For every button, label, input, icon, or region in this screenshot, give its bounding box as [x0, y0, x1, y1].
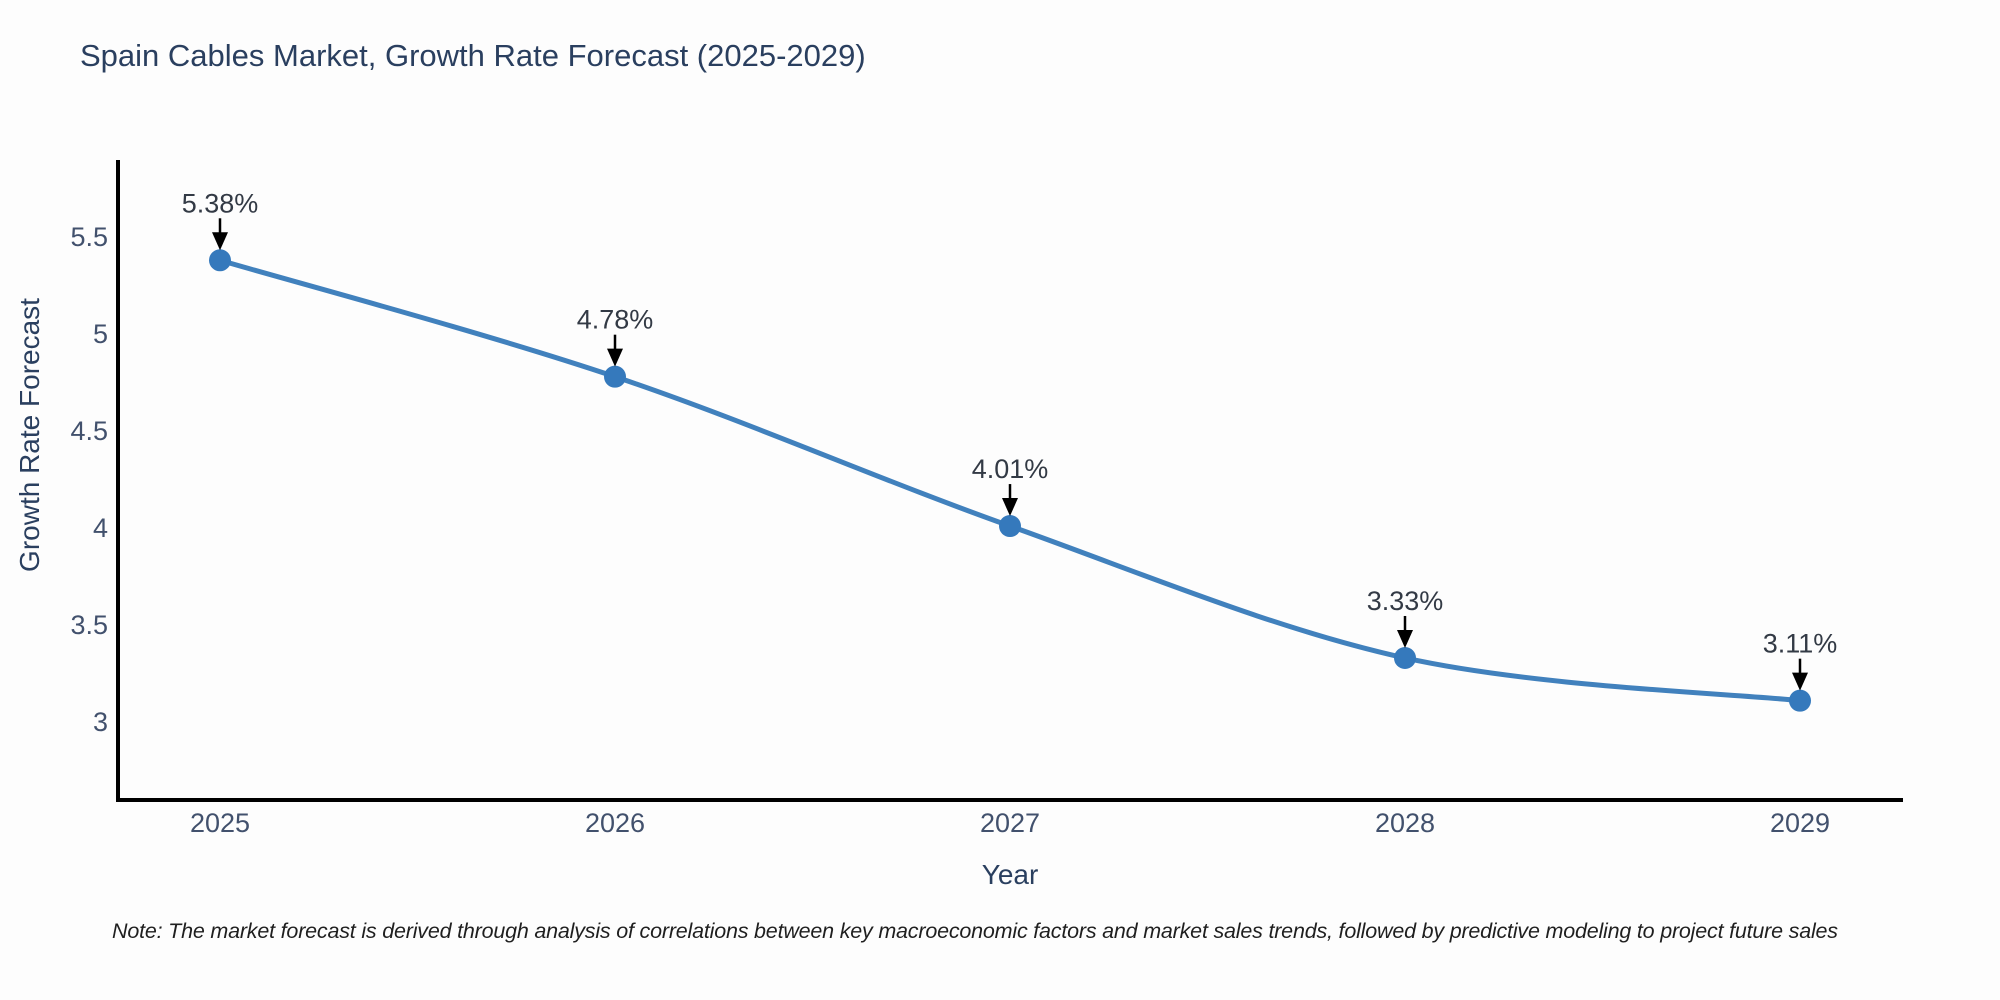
y-tick-label: 5: [93, 319, 108, 349]
point-annotation-label: 3.33%: [1367, 586, 1444, 616]
footnote: Note: The market forecast is derived thr…: [112, 919, 1838, 943]
x-tick-label: 2028: [1375, 808, 1435, 838]
y-tick-label: 4.5: [70, 416, 108, 446]
annotation-arrowhead-icon: [1397, 629, 1413, 648]
annotation-arrowhead-icon: [212, 232, 228, 251]
x-tick-label: 2027: [980, 808, 1040, 838]
y-tick-label: 5.5: [70, 222, 108, 252]
data-point-2028: [1394, 646, 1416, 669]
x-tick-label: 2025: [190, 808, 250, 838]
y-tick-label: 3.5: [70, 610, 108, 640]
annotation-arrowhead-icon: [1792, 672, 1808, 691]
data-point-2027: [999, 515, 1021, 538]
annotation-arrowhead-icon: [607, 348, 623, 367]
point-annotation-label: 4.78%: [577, 305, 654, 335]
y-tick-label: 4: [93, 513, 108, 543]
point-annotation-label: 4.01%: [972, 454, 1049, 484]
x-axis-title: Year: [981, 859, 1039, 890]
x-tick-label: 2029: [1770, 808, 1830, 838]
x-tick-label: 2026: [585, 808, 645, 838]
point-annotation-label: 5.38%: [182, 188, 259, 218]
data-point-2025: [209, 249, 231, 272]
annotation-arrowhead-icon: [1002, 498, 1018, 517]
data-point-2026: [604, 365, 626, 388]
point-annotation-label: 3.11%: [1763, 629, 1838, 659]
chart-title: Spain Cables Market, Growth Rate Forecas…: [80, 38, 866, 73]
y-tick-label: 3: [93, 707, 108, 737]
data-point-2029: [1789, 689, 1811, 712]
